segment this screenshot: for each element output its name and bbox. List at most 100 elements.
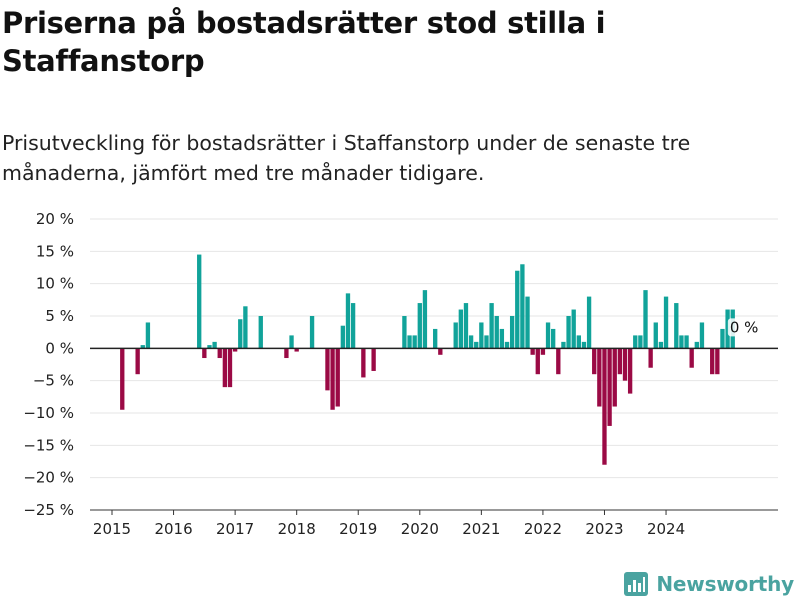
bar-undefined: [720, 328, 725, 349]
bar-2017-01: [232, 348, 238, 352]
bar-2023-05: [622, 348, 628, 381]
bar-2022-12: [597, 348, 602, 407]
bar-2016-07: [202, 348, 207, 359]
bar-2021-01: [479, 322, 484, 349]
bar-2023-04: [617, 348, 623, 375]
bar-2020-02: [422, 290, 428, 349]
bar-2023-03: [612, 348, 617, 407]
y-tick-label: 0 %: [45, 339, 74, 357]
bar-2019-10: [402, 316, 407, 349]
bar-2018-07: [325, 348, 330, 391]
bar-2022-09: [581, 341, 587, 349]
bar-2017-06: [258, 316, 263, 349]
bar-2019-02: [361, 348, 366, 378]
bar-2020-10: [463, 303, 469, 349]
bar-2017-12: [289, 335, 294, 349]
y-tick-label: −15 %: [23, 436, 74, 454]
bar-2024-06: [689, 348, 694, 368]
bar-2024-05: [684, 335, 689, 349]
brand-name: Newsworthy: [656, 572, 794, 596]
y-tick-label: 15 %: [36, 242, 74, 260]
y-tick-label: −25 %: [23, 501, 74, 519]
bar-undefined: [725, 309, 730, 349]
bar-2016-12: [227, 348, 233, 388]
x-tick-label: 2024: [647, 520, 685, 538]
x-tick-label: 2018: [278, 520, 316, 538]
bar-2023-07: [633, 335, 638, 349]
bar-2018-11: [345, 293, 351, 349]
bar-2015-03: [120, 348, 125, 410]
bar-2021-06: [504, 341, 510, 349]
brand-logo: Newsworthy: [624, 568, 794, 600]
bar-2022-01: [540, 348, 546, 355]
bar-2021-05: [499, 328, 505, 349]
bar-2015-06: [135, 348, 140, 375]
bar-2022-08: [576, 335, 581, 349]
bar-2021-08: [515, 270, 520, 349]
bar-2018-04: [309, 316, 315, 349]
bar-2019-11: [407, 335, 412, 349]
bar-2016-08: [207, 345, 212, 349]
bars: [120, 254, 735, 465]
bar-2024-10: [710, 348, 715, 375]
y-tick-label: 20 %: [36, 210, 74, 228]
bar-2024-08: [699, 322, 705, 349]
bar-2023-09: [643, 290, 648, 349]
bar-2021-04: [494, 316, 499, 349]
x-tick-label: 2019: [339, 520, 377, 538]
bar-2024-03: [674, 303, 679, 349]
bar-2016-10: [217, 348, 222, 359]
bar-2023-08: [638, 335, 643, 349]
y-tick-label: 5 %: [45, 307, 74, 325]
bar-2019-04: [371, 348, 376, 371]
bar-2022-05: [561, 341, 566, 349]
bar-2023-01: [602, 348, 607, 465]
bar-2023-12: [658, 341, 664, 349]
bar-2024-01: [663, 296, 669, 349]
bar-2021-07: [509, 316, 515, 349]
bar-2024-04: [679, 335, 684, 349]
bar-chart-logo-icon: [624, 572, 649, 596]
bar-2022-07: [571, 309, 576, 349]
chart-subtitle: Prisutveckling för bostadsrätter i Staff…: [2, 131, 691, 185]
bar-2017-03: [243, 306, 248, 349]
bar-2020-04: [433, 328, 438, 349]
x-tick-label: 2016: [154, 520, 192, 538]
bar-2019-12: [412, 335, 417, 349]
chart-title: Priserna på bostadsrätter stod stilla i …: [2, 6, 606, 78]
bar-2015-08: [145, 322, 151, 349]
bar-2021-11: [530, 348, 535, 355]
x-tick-label: 2021: [462, 520, 500, 538]
y-tick-label: −10 %: [23, 404, 74, 422]
bar-2022-02: [545, 322, 551, 349]
bar-2015-07: [140, 345, 145, 349]
bar-2017-02: [238, 319, 243, 349]
bar-2021-12: [535, 348, 540, 375]
x-tick-label: 2022: [524, 520, 562, 538]
bar-2022-06: [566, 316, 571, 349]
end-label: 0 %: [730, 318, 759, 336]
y-tick-label: −20 %: [23, 469, 74, 487]
bar-2018-09: [335, 348, 340, 407]
bar-2021-10: [525, 296, 530, 349]
bar-2022-04: [556, 348, 561, 375]
x-tick-label: 2023: [585, 520, 623, 538]
x-tick-label: 2015: [93, 520, 131, 538]
bar-2020-01: [417, 303, 422, 349]
bar-2021-03: [489, 303, 494, 349]
bar-2016-09: [212, 341, 217, 349]
tick-labels: 20 % 15 % 10 % 5 % 0 % −5 % −10 % −15 % −20 % −25…: [23, 210, 770, 538]
bar-2022-10: [586, 296, 592, 349]
bar-2018-10: [340, 325, 346, 349]
x-tick-label: 2020: [401, 520, 439, 538]
bar-2016-11: [222, 348, 228, 388]
y-tick-label: −5 %: [33, 372, 74, 390]
bar-2021-09: [520, 264, 525, 349]
bar-2022-03: [551, 328, 556, 349]
bar-2023-06: [627, 348, 633, 394]
bar-2021-02: [484, 335, 489, 349]
bar-2022-11: [592, 348, 597, 375]
x-tick-label: 2017: [216, 520, 254, 538]
axes: [90, 347, 778, 515]
bar-chart: 20 % 15 % 10 % 5 % 0 % −5 % −10 % −15 % −20 % −25…: [23, 210, 778, 538]
